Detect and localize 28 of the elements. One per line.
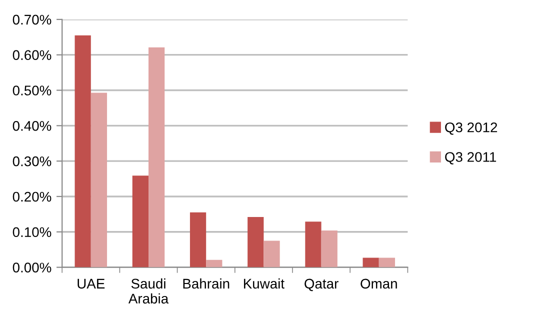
bar	[248, 217, 264, 268]
y-tick-label: 0.50%	[12, 86, 52, 96]
bar	[264, 240, 280, 268]
bar	[148, 47, 165, 268]
bar	[206, 260, 222, 268]
bar	[362, 258, 379, 268]
y-tick-label: 0.70%	[12, 14, 52, 25]
x-tick-label: Oman	[360, 278, 397, 289]
x-tick-label: Kuwait	[244, 278, 284, 289]
x-tick-label: Qatar	[304, 278, 338, 292]
bar	[90, 92, 108, 268]
bar	[74, 35, 91, 268]
x-tick-label: UAE	[78, 278, 105, 289]
bar	[321, 230, 338, 268]
x-tick-label: Saudi Arabia	[128, 278, 169, 304]
y-tick-label: 0.00%	[12, 262, 52, 272]
y-tick-label: 0.40%	[12, 121, 52, 131]
y-tick-label: 0.20%	[12, 192, 52, 202]
y-tick-label: 0.60%	[12, 50, 52, 60]
bar	[190, 212, 206, 268]
y-tick-label: 0.30%	[12, 156, 52, 166]
y-tick-label: 0.10%	[12, 227, 52, 238]
legend-label: Q3 2011	[445, 152, 496, 164]
bar	[132, 176, 148, 268]
x-tick-label: Bahrain	[183, 278, 230, 289]
bar	[305, 222, 322, 268]
bar	[378, 258, 396, 268]
legend-label: Q3 2012	[445, 122, 498, 135]
